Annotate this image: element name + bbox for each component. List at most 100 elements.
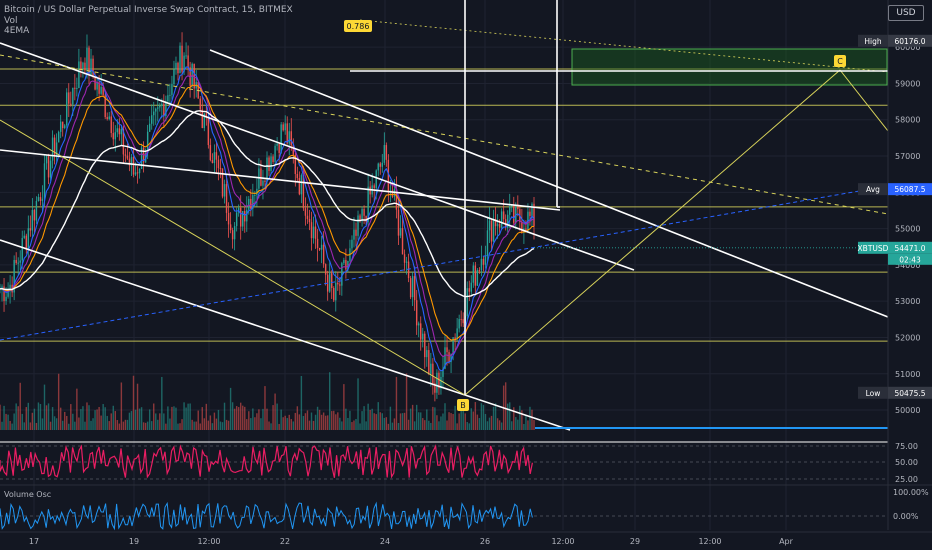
candle-body [468, 288, 470, 292]
candle-body [395, 189, 398, 210]
volume-bar [197, 410, 199, 430]
candle-body [187, 55, 189, 68]
volume-bar [43, 384, 46, 430]
volume-bar [533, 420, 535, 430]
volume-osc-pane: Volume Osc [0, 490, 533, 531]
volume-bar [367, 403, 369, 430]
candle-body [167, 95, 169, 102]
volume-bar [401, 413, 404, 430]
volume-bar [440, 416, 442, 430]
volume-bar [163, 413, 165, 430]
volume-bar [223, 402, 226, 430]
volume-bar [509, 402, 511, 430]
volume-bar [235, 406, 238, 430]
candle-body [108, 116, 110, 120]
price-tick-label: 51000 [895, 370, 920, 379]
volume-bar [146, 421, 149, 430]
candle-body [389, 190, 392, 192]
candle-body [165, 101, 167, 117]
volume-bar [120, 382, 123, 430]
candle-body [284, 123, 286, 131]
volume-bar [262, 408, 264, 430]
candle-body [531, 203, 533, 217]
volume-bar [134, 409, 137, 430]
time-axis-bg [0, 532, 932, 550]
candle-body [500, 211, 503, 228]
price-tick-label: 58000 [895, 116, 920, 125]
candle-body [227, 212, 230, 225]
candle-body [260, 168, 262, 186]
candle-body [57, 131, 60, 143]
volume-bar [424, 420, 426, 430]
volume-bar [98, 406, 100, 430]
candle-body [171, 84, 173, 95]
volume-bar [254, 417, 256, 430]
volume-bar [496, 418, 499, 430]
candle-body [472, 265, 475, 283]
volume-bar [132, 375, 135, 430]
candle-body [68, 92, 70, 104]
volume-bar [486, 421, 489, 430]
price-tags: High 60176.0 Avg 56087.5 XBTUSD 54471.0 Low 504… [534, 34, 932, 399]
volume-bar [144, 422, 147, 430]
price-tick-label: 57000 [895, 152, 920, 161]
time-tick-label: 17 [29, 537, 39, 546]
volume-bar [393, 418, 396, 430]
time-tick-label: 26 [480, 537, 490, 546]
low-tag-label-bg [858, 386, 888, 399]
yellow-diagonal [0, 119, 466, 396]
candle-body [525, 228, 527, 231]
candle-body [163, 103, 165, 117]
volume-bar [211, 423, 214, 430]
candle-body [49, 160, 52, 178]
dashed-yellow-trend [0, 54, 889, 215]
ema-lines [0, 66, 535, 372]
candle-body [183, 55, 185, 72]
volume-bar [494, 403, 497, 430]
volume-bar [359, 423, 361, 430]
volume-bar [256, 413, 258, 430]
candle-body [239, 207, 242, 227]
volume-bar [191, 419, 193, 430]
volume-bar [209, 415, 212, 430]
volume-bar [322, 412, 325, 430]
candle-body [118, 128, 121, 135]
symbol-title: Bitcoin / US Dollar Perpetual Inverse Sw… [4, 5, 293, 15]
candle-body [432, 363, 434, 384]
candle-body [474, 265, 477, 286]
volume-bar [432, 406, 434, 430]
volume-bar [266, 408, 268, 430]
volume-bar [136, 383, 139, 430]
currency-button[interactable]: USD [888, 5, 924, 21]
volume-bar [331, 411, 333, 430]
volume-bar [383, 417, 386, 430]
volume-bar [193, 421, 195, 430]
candle-body [367, 186, 369, 222]
volume-bar [252, 408, 254, 430]
volume-bar [175, 407, 177, 430]
volume-bar [104, 407, 106, 430]
candle-body [179, 45, 181, 74]
avg-projection-line [0, 185, 889, 341]
high-tag-value: 60176.0 [894, 37, 925, 46]
volume-bar [159, 413, 161, 430]
candle-body [161, 103, 163, 106]
volume-bar [51, 407, 54, 430]
high-tag-label: High [864, 37, 881, 46]
volume-bar [426, 409, 428, 430]
low-tag-label: Low [866, 389, 881, 398]
candle-body [177, 62, 179, 74]
volume-bar [161, 376, 163, 430]
volume-bar [225, 419, 228, 430]
volume-bar [454, 405, 456, 430]
candle-body [351, 239, 353, 249]
volume-bar [458, 413, 460, 430]
volume-bar [504, 382, 507, 430]
time-tick-label: 29 [630, 537, 640, 546]
avg-tag-label: Avg [866, 185, 880, 194]
candle-body [74, 87, 76, 89]
volume-bar [462, 406, 464, 430]
volume-bar [300, 375, 303, 430]
candle-body [128, 158, 131, 166]
